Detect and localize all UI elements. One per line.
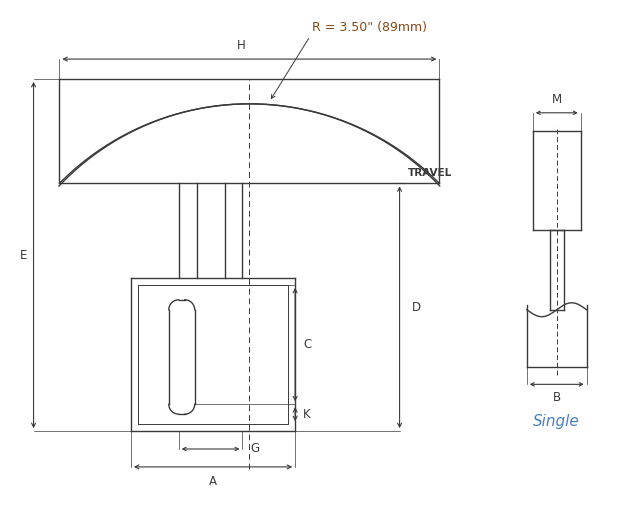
Text: G: G	[250, 442, 259, 455]
Text: A: A	[209, 475, 217, 488]
Text: TRAVEL: TRAVEL	[408, 168, 452, 179]
Text: D: D	[412, 301, 421, 314]
Text: E: E	[20, 249, 27, 262]
Text: B: B	[553, 391, 561, 404]
Text: C: C	[303, 338, 311, 351]
Text: K: K	[303, 407, 311, 420]
Text: H: H	[237, 39, 246, 52]
Text: R = 3.50" (89mm): R = 3.50" (89mm)	[312, 21, 427, 34]
Text: Single: Single	[534, 414, 580, 429]
Text: M: M	[551, 93, 562, 106]
